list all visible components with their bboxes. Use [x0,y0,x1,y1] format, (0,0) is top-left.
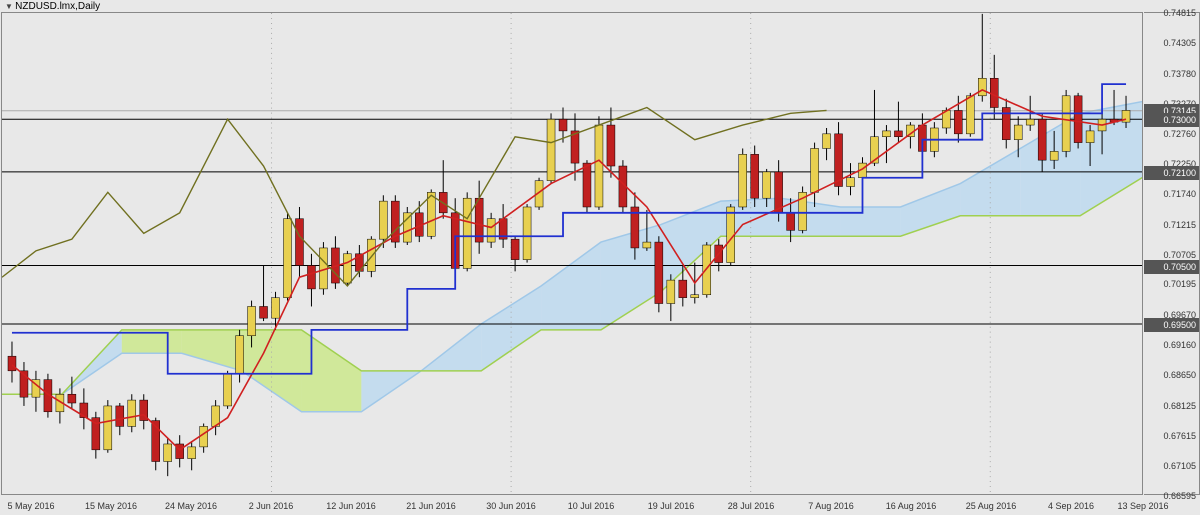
chart-title: NZDUSD.lmx,Daily [3,1,102,12]
x-tick: 24 May 2016 [165,501,217,511]
y-tick: 0.70195 [1163,279,1196,289]
y-tick: 0.74815 [1163,8,1196,18]
x-tick: 15 May 2016 [85,501,137,511]
y-price-marker: 0.70500 [1144,260,1199,274]
y-tick: 0.68650 [1163,370,1196,380]
y-tick: 0.71740 [1163,189,1196,199]
x-tick: 7 Aug 2016 [808,501,854,511]
lines-layer [2,13,1142,494]
y-tick: 0.68125 [1163,401,1196,411]
x-tick: 19 Jul 2016 [648,501,695,511]
x-tick: 5 May 2016 [7,501,54,511]
x-tick: 28 Jul 2016 [728,501,775,511]
x-tick: 4 Sep 2016 [1048,501,1094,511]
y-tick: 0.73780 [1163,69,1196,79]
y-tick: 0.69160 [1163,340,1196,350]
y-tick: 0.71215 [1163,220,1196,230]
x-tick: 13 Sep 2016 [1117,501,1168,511]
x-tick: 16 Aug 2016 [886,501,937,511]
x-tick: 12 Jun 2016 [326,501,376,511]
y-price-marker: 0.69500 [1144,318,1199,332]
y-tick: 0.66595 [1163,491,1196,501]
y-tick: 0.67105 [1163,461,1196,471]
x-tick: 2 Jun 2016 [249,501,294,511]
x-axis: 5 May 2016 15 May 2016 24 May 2016 2 Jun 20… [1,495,1143,515]
y-price-marker: 0.73000 [1144,113,1199,127]
x-tick: 21 Jun 2016 [406,501,456,511]
y-tick: 0.67615 [1163,431,1196,441]
y-tick: 0.74305 [1163,38,1196,48]
y-tick: 0.70705 [1163,250,1196,260]
chart-container: NZDUSD.lmx,Daily 0.74815 0.74305 0.73780 0.… [0,0,1200,515]
y-price-marker: 0.72100 [1144,166,1199,180]
x-tick: 25 Aug 2016 [966,501,1017,511]
y-axis: 0.748150.743050.737800.732700.727600.722… [1144,12,1200,495]
x-tick: 10 Jul 2016 [568,501,615,511]
y-tick: 0.72760 [1163,129,1196,139]
x-tick: 30 Jun 2016 [486,501,536,511]
plot-area[interactable] [1,12,1143,495]
